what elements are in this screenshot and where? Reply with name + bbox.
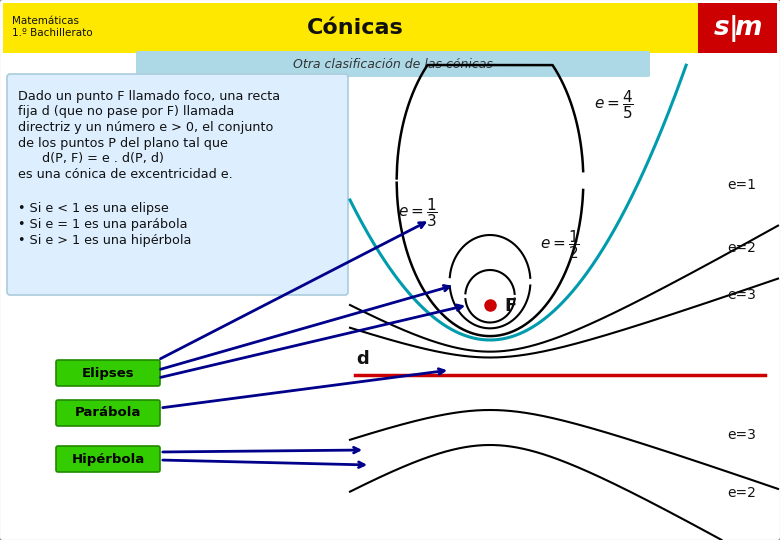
FancyBboxPatch shape (7, 74, 348, 295)
Text: s: s (714, 15, 730, 41)
Text: fija d (que no pase por F) llamada: fija d (que no pase por F) llamada (18, 105, 234, 118)
Text: Parábola: Parábola (75, 407, 141, 420)
Text: Otra clasificación de las cónicas: Otra clasificación de las cónicas (293, 57, 493, 71)
Text: F: F (504, 297, 516, 315)
Text: d(P, F) = e . d(P, d): d(P, F) = e . d(P, d) (18, 152, 164, 165)
Text: e=3: e=3 (727, 428, 756, 442)
Text: $e = \dfrac{4}{5}$: $e = \dfrac{4}{5}$ (594, 88, 634, 121)
FancyBboxPatch shape (56, 400, 160, 426)
Text: Elipses: Elipses (82, 367, 134, 380)
Text: Matemáticas: Matemáticas (12, 16, 79, 26)
Text: Hipérbola: Hipérbola (72, 453, 144, 465)
Bar (698, 3, 777, 53)
Text: d: d (356, 350, 369, 368)
FancyBboxPatch shape (56, 446, 160, 472)
Text: m: m (734, 15, 762, 41)
Text: Dado un punto F llamado foco, una recta: Dado un punto F llamado foco, una recta (18, 90, 280, 103)
Text: e=3: e=3 (727, 288, 756, 302)
Text: Cónicas: Cónicas (307, 18, 403, 38)
Text: • Si e > 1 es una hipérbola: • Si e > 1 es una hipérbola (18, 234, 191, 247)
FancyBboxPatch shape (136, 51, 650, 77)
Text: e=2: e=2 (727, 241, 756, 255)
Text: • Si e = 1 es una parábola: • Si e = 1 es una parábola (18, 218, 187, 231)
Text: es una cónica de excentricidad e.: es una cónica de excentricidad e. (18, 167, 232, 180)
Bar (3, 3, 777, 53)
Text: $e = \dfrac{1}{2}$: $e = \dfrac{1}{2}$ (540, 228, 580, 261)
Text: |: | (729, 15, 738, 42)
Text: e=1: e=1 (727, 178, 756, 192)
FancyBboxPatch shape (56, 360, 160, 386)
Text: • Si e < 1 es una elipse: • Si e < 1 es una elipse (18, 202, 168, 215)
Text: de los puntos P del plano tal que: de los puntos P del plano tal que (18, 137, 228, 150)
Text: directriz y un número e > 0, el conjunto: directriz y un número e > 0, el conjunto (18, 121, 273, 134)
Text: 1.º Bachillerato: 1.º Bachillerato (12, 28, 93, 38)
Text: $e = \dfrac{1}{3}$: $e = \dfrac{1}{3}$ (398, 196, 438, 229)
Text: e=2: e=2 (727, 486, 756, 500)
